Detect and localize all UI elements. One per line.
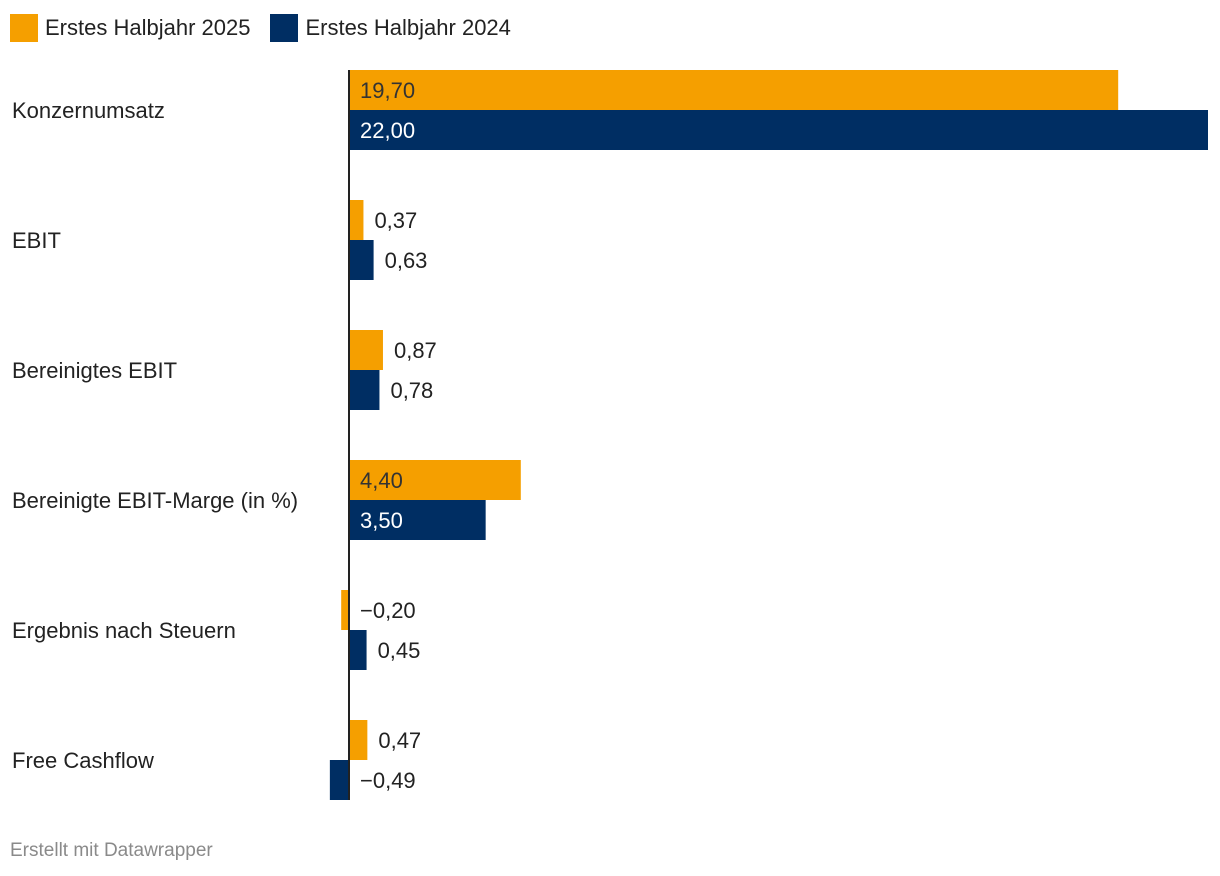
bar-value-label: 4,40 bbox=[360, 468, 403, 493]
bar-value-label: 0,87 bbox=[394, 338, 437, 363]
legend-swatch-2024 bbox=[270, 14, 299, 42]
category-label: Free Cashflow bbox=[12, 748, 154, 773]
bar bbox=[349, 460, 521, 500]
bar bbox=[349, 200, 364, 240]
bar bbox=[349, 110, 1208, 150]
bar bbox=[349, 70, 1119, 110]
bar-value-label: −0,49 bbox=[360, 768, 416, 793]
bar-value-label: 0,78 bbox=[390, 378, 433, 403]
legend-label-2024: Erstes Halbjahr 2024 bbox=[305, 15, 511, 40]
bar bbox=[329, 760, 349, 800]
legend-item-2025: Erstes Halbjahr 2025 bbox=[10, 14, 250, 42]
bar-value-label: 0,63 bbox=[385, 248, 428, 273]
category-label: Ergebnis nach Steuern bbox=[12, 618, 236, 643]
bar-value-label: 0,45 bbox=[378, 638, 421, 663]
bar-value-label: −0,20 bbox=[360, 598, 416, 623]
category-label: Bereinigte EBIT-Marge (in %) bbox=[12, 488, 298, 513]
bar bbox=[349, 330, 383, 370]
legend-label-2025: Erstes Halbjahr 2025 bbox=[45, 15, 251, 40]
bar bbox=[349, 720, 368, 760]
footer-credit: Erstellt mit Datawrapper bbox=[10, 840, 213, 861]
bar bbox=[341, 590, 349, 630]
bar-value-label: 22,00 bbox=[360, 118, 415, 143]
bar-value-label: 19,70 bbox=[360, 78, 415, 103]
bar bbox=[349, 240, 374, 280]
legend-swatch-2025 bbox=[10, 14, 38, 42]
category-label: EBIT bbox=[12, 228, 61, 253]
bar bbox=[349, 630, 367, 670]
bar bbox=[349, 370, 380, 410]
bar-chart: Konzernumsatz 19,70 22,00 EBIT 0,37 0,63 Berei… bbox=[12, 70, 1208, 800]
bar bbox=[349, 500, 486, 540]
legend: Erstes Halbjahr 2025 Erstes Halbjahr 202… bbox=[10, 13, 531, 43]
bar-value-label: 0,47 bbox=[378, 728, 421, 753]
category-label: Bereinigtes EBIT bbox=[12, 358, 177, 383]
bar-value-label: 0,37 bbox=[374, 208, 417, 233]
bar-value-label: 3,50 bbox=[360, 508, 403, 533]
legend-item-2024: Erstes Halbjahr 2024 bbox=[270, 14, 511, 42]
category-label: Konzernumsatz bbox=[12, 98, 165, 123]
